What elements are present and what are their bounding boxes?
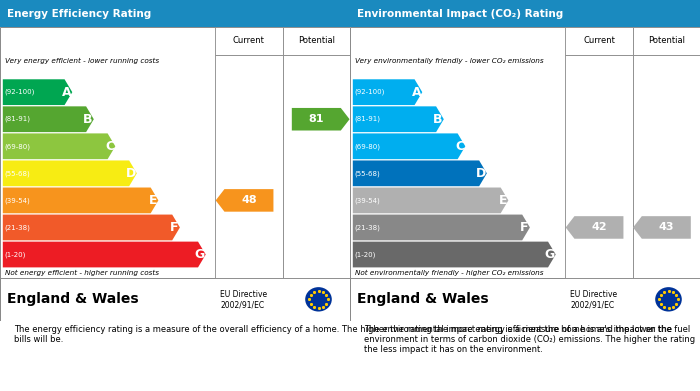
- Text: E: E: [149, 194, 158, 207]
- Polygon shape: [3, 160, 136, 186]
- Text: 48: 48: [241, 196, 257, 205]
- Text: Very environmentally friendly - lower CO₂ emissions: Very environmentally friendly - lower CO…: [355, 58, 544, 64]
- Text: (69-80): (69-80): [354, 143, 380, 149]
- Polygon shape: [3, 106, 94, 132]
- Polygon shape: [353, 242, 556, 267]
- Bar: [0, 278, 350, 321]
- Text: (81-91): (81-91): [4, 116, 30, 122]
- Bar: [216, 55, 283, 278]
- Bar: [566, 55, 633, 278]
- Bar: [216, 27, 283, 55]
- Text: 42: 42: [591, 222, 607, 233]
- Bar: [283, 27, 350, 55]
- Bar: [350, 0, 700, 27]
- Polygon shape: [353, 160, 487, 186]
- Polygon shape: [3, 242, 206, 267]
- Text: A: A: [412, 86, 421, 99]
- Text: Potential: Potential: [298, 36, 335, 45]
- Polygon shape: [3, 188, 158, 213]
- Polygon shape: [292, 108, 349, 131]
- Text: D: D: [125, 167, 136, 180]
- Text: G: G: [195, 248, 204, 261]
- Polygon shape: [353, 215, 530, 240]
- Text: Current: Current: [583, 36, 615, 45]
- Text: B: B: [83, 113, 92, 126]
- Text: (39-54): (39-54): [354, 197, 380, 204]
- Text: C: C: [455, 140, 464, 153]
- Bar: [633, 27, 700, 55]
- Polygon shape: [353, 133, 466, 159]
- Text: EU Directive
2002/91/EC: EU Directive 2002/91/EC: [570, 290, 617, 309]
- Text: England & Wales: England & Wales: [357, 292, 489, 306]
- Text: (39-54): (39-54): [4, 197, 30, 204]
- Text: F: F: [520, 221, 529, 234]
- Text: Not energy efficient - higher running costs: Not energy efficient - higher running co…: [6, 270, 160, 276]
- Bar: [566, 27, 633, 55]
- Text: EU Directive
2002/91/EC: EU Directive 2002/91/EC: [220, 290, 267, 309]
- Text: (55-68): (55-68): [354, 170, 380, 177]
- Text: The environmental impact rating is a measure of a home's impact on the environme: The environmental impact rating is a mea…: [364, 325, 695, 354]
- Text: (92-100): (92-100): [354, 89, 384, 95]
- Polygon shape: [353, 106, 444, 132]
- Text: C: C: [105, 140, 114, 153]
- Text: (92-100): (92-100): [4, 89, 34, 95]
- Text: E: E: [499, 194, 508, 207]
- Circle shape: [305, 287, 332, 312]
- Text: G: G: [545, 248, 554, 261]
- Text: Not environmentally friendly - higher CO₂ emissions: Not environmentally friendly - higher CO…: [355, 270, 544, 276]
- Text: (21-38): (21-38): [354, 224, 380, 231]
- Polygon shape: [216, 189, 274, 212]
- Polygon shape: [633, 216, 691, 239]
- Text: Current: Current: [233, 36, 265, 45]
- Text: (55-68): (55-68): [4, 170, 30, 177]
- Bar: [283, 55, 350, 278]
- Text: The energy efficiency rating is a measure of the overall efficiency of a home. T: The energy efficiency rating is a measur…: [14, 325, 690, 344]
- Bar: [350, 278, 700, 321]
- Text: (1-20): (1-20): [4, 251, 26, 258]
- Text: (81-91): (81-91): [354, 116, 380, 122]
- Text: (1-20): (1-20): [354, 251, 376, 258]
- Bar: [0, 0, 350, 27]
- Text: D: D: [475, 167, 486, 180]
- Polygon shape: [566, 216, 624, 239]
- Polygon shape: [3, 79, 72, 105]
- Text: Potential: Potential: [648, 36, 685, 45]
- Text: (21-38): (21-38): [4, 224, 30, 231]
- Text: (69-80): (69-80): [4, 143, 30, 149]
- Text: Energy Efficiency Rating: Energy Efficiency Rating: [7, 9, 151, 19]
- Polygon shape: [353, 188, 508, 213]
- Text: Very energy efficient - lower running costs: Very energy efficient - lower running co…: [6, 58, 160, 64]
- Polygon shape: [3, 133, 116, 159]
- Polygon shape: [3, 215, 180, 240]
- Text: F: F: [170, 221, 179, 234]
- Text: 81: 81: [309, 114, 324, 124]
- Text: B: B: [433, 113, 442, 126]
- Bar: [633, 55, 700, 278]
- Text: A: A: [62, 86, 71, 99]
- Polygon shape: [353, 79, 422, 105]
- Circle shape: [655, 287, 682, 312]
- Text: England & Wales: England & Wales: [7, 292, 139, 306]
- Text: 43: 43: [659, 222, 674, 233]
- Text: Environmental Impact (CO₂) Rating: Environmental Impact (CO₂) Rating: [357, 9, 564, 19]
